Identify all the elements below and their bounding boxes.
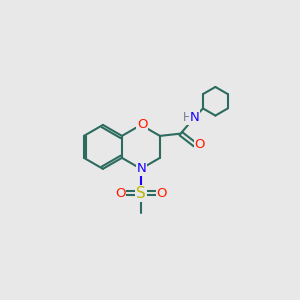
Text: O: O: [194, 138, 205, 151]
Text: O: O: [137, 118, 147, 131]
Text: S: S: [136, 186, 146, 201]
Text: N: N: [136, 162, 146, 175]
Text: H: H: [183, 111, 192, 124]
Text: O: O: [157, 187, 167, 200]
Text: O: O: [115, 187, 125, 200]
Text: N: N: [190, 111, 200, 124]
